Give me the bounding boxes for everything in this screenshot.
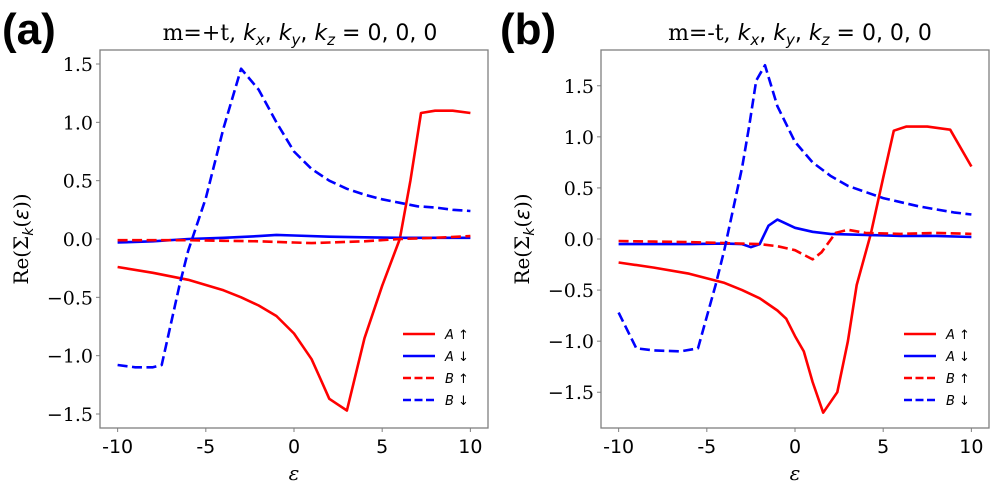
title-math-text: ,: [759, 21, 773, 46]
title-math-symbol: k: [738, 21, 752, 46]
title-prefix: m=-t,: [668, 21, 738, 46]
x-tick-label: 10: [959, 436, 983, 458]
legend-entry: A ↑: [444, 328, 469, 343]
title-math-symbol: k: [314, 21, 328, 46]
x-tick-label: -10: [603, 436, 634, 458]
y-label-epsilon: ε: [510, 209, 534, 220]
series-a-up-line: [117, 109, 471, 412]
title-math-text: ,: [300, 21, 314, 46]
legend-entry: B ↓: [946, 394, 970, 409]
panel-b: (b) m=-t, kx​, ky​, kz​ = 0, 0, 0 −1.5 −1.0…: [500, 5, 990, 485]
title-math-symbol: k: [773, 21, 787, 46]
panel-label: (a): [2, 5, 56, 54]
axes-frame: [600, 49, 990, 429]
series-b-down-line: [117, 67, 471, 369]
legend-entry: A ↓: [444, 350, 469, 365]
y-label-part: (: [9, 220, 33, 228]
title-math-text: ,: [265, 21, 279, 46]
legend-entry: B ↓: [445, 394, 469, 409]
y-tick-label: −0.5: [47, 287, 93, 309]
y-label-part: )): [9, 193, 33, 209]
series-b-down-line: [617, 64, 972, 353]
legend-entry: B ↑: [445, 372, 469, 387]
x-tick-label: -10: [102, 436, 133, 458]
title-prefix: m=+t,: [163, 21, 244, 46]
y-label-part: )): [510, 193, 534, 209]
title-math-subscript: y: [785, 31, 796, 49]
y-label-subscript: k: [21, 227, 37, 236]
y-tick-label: −1.5: [47, 404, 93, 426]
series-group: [617, 64, 973, 414]
y-label-subscript: k: [522, 227, 538, 236]
y-tick-label: −0.5: [548, 280, 594, 302]
series-a-up-line: [618, 125, 973, 414]
legend-entry: A ↓: [945, 350, 970, 365]
y-axis-label: Re(Σk(ε)): [510, 193, 538, 284]
legend-entry: B ↑: [946, 372, 970, 387]
y-tick-label: 1.0: [564, 127, 594, 149]
title-math-subscript: z: [821, 31, 831, 49]
x-tick-label: 5: [376, 436, 388, 458]
title-math-subscript: y: [291, 31, 302, 49]
x-tick-label: 0: [789, 436, 801, 458]
title-math-text: = 0, 0, 0: [335, 21, 437, 46]
y-tick-label: 1.5: [63, 54, 93, 76]
title-math-text: = 0, 0, 0: [830, 21, 932, 46]
legend: A ↑ A ↓ B ↑ B ↓: [904, 328, 970, 409]
y-tick-label: −1.5: [548, 382, 594, 404]
title-math-symbol: k: [809, 21, 823, 46]
y-axis-label: Re(Σk(ε)): [9, 193, 37, 284]
series-b-up-line: [117, 234, 471, 245]
y-label-part: Re(Σ: [9, 236, 33, 285]
series-group: [117, 67, 471, 412]
y-tick-label: −1.0: [548, 331, 594, 353]
y-tick-label: 1.5: [564, 76, 594, 98]
y-tick-label: 0.5: [564, 178, 594, 200]
chart-title: m=+t, kx​, ky​, kz​ = 0, 0, 0: [163, 21, 438, 49]
title-math-symbol: k: [243, 21, 257, 46]
panel-a: (a) m=+t, kx​, ky​, kz​ = 0, 0, 0 −1.5 −1.0…: [2, 5, 489, 485]
y-tick-label: 0.0: [564, 229, 594, 251]
title-math-subscript: z: [326, 31, 336, 49]
y-label-epsilon: ε: [9, 209, 33, 220]
title-math-symbol: k: [279, 21, 293, 46]
panel-label: (b): [500, 5, 556, 54]
y-tick-label: 1.0: [63, 112, 93, 134]
y-tick-label: 0.0: [63, 229, 93, 251]
legend: A ↑ A ↓ B ↑ B ↓: [403, 328, 469, 409]
x-tick-label: -5: [196, 436, 215, 458]
x-axis-label: ε: [790, 461, 801, 485]
y-label-part: Re(Σ: [510, 236, 534, 285]
x-axis-label: ε: [289, 461, 300, 485]
title-math-subscript: x: [255, 31, 265, 49]
x-tick-label: 5: [877, 436, 889, 458]
title-math-subscript: x: [749, 31, 759, 49]
x-tick-label: -5: [697, 436, 716, 458]
x-tick-label: 10: [458, 436, 482, 458]
y-tick-label: −1.0: [47, 346, 93, 368]
title-math-text: ,: [795, 21, 809, 46]
series-b-up-line: [618, 228, 972, 261]
y-label-part: (: [510, 220, 534, 228]
legend-entry: A ↑: [945, 328, 970, 343]
chart-title: m=-t, kx​, ky​, kz​ = 0, 0, 0: [668, 21, 932, 49]
y-tick-label: 0.5: [63, 171, 93, 193]
x-tick-label: 0: [288, 436, 300, 458]
